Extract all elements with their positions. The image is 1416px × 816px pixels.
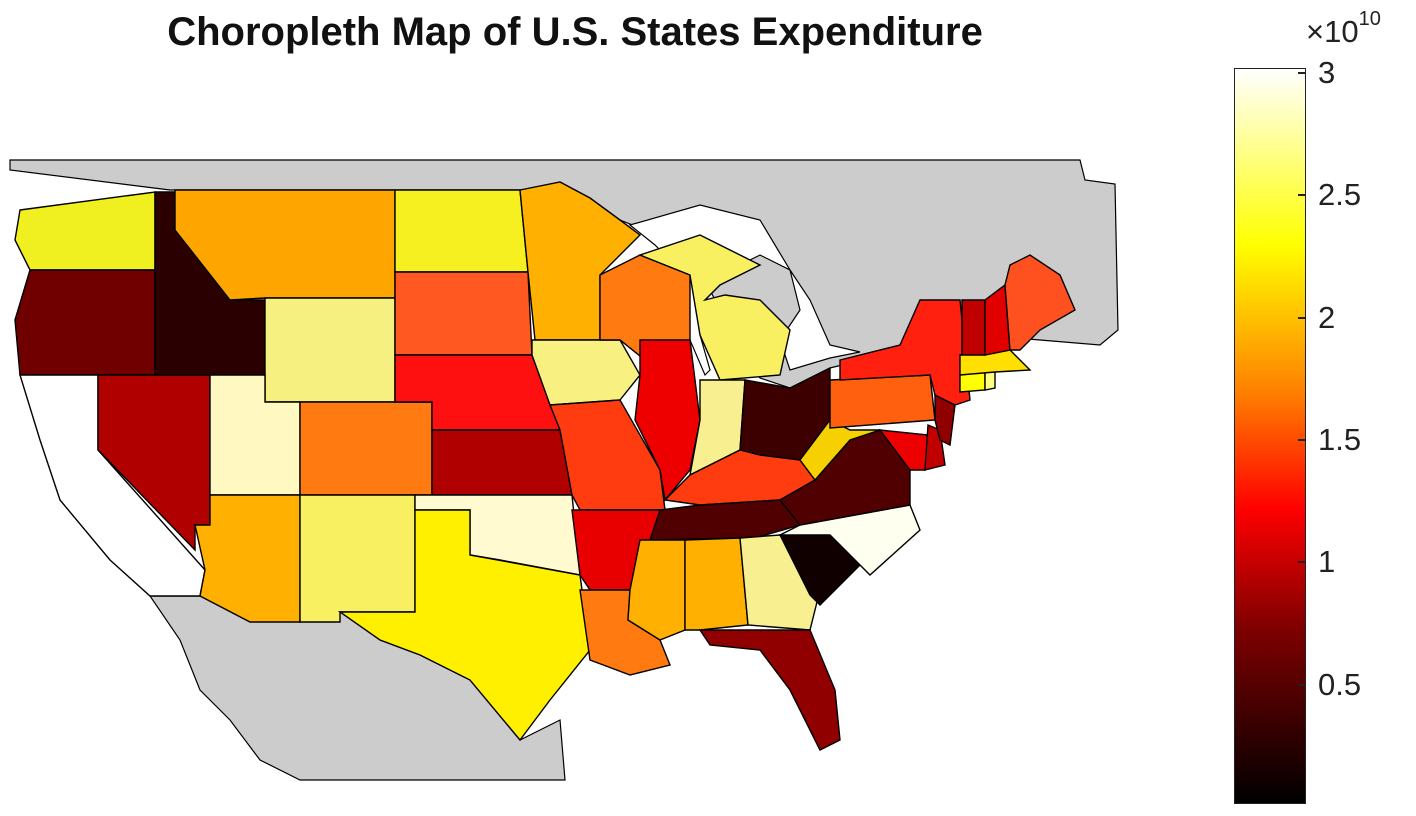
state-mississippi[interactable]: Mississippi (627, 539, 686, 641)
colorbar-tick-label: 0.5 (1318, 666, 1362, 702)
state-colorado[interactable]: Colorado (299, 401, 433, 496)
colorbar-tick-label: 2 (1318, 299, 1336, 335)
state-vermont[interactable]: Vermont (961, 299, 986, 356)
state-florida[interactable]: Florida (698, 629, 841, 751)
colorbar-tick (1298, 194, 1306, 197)
state-oregon[interactable]: Oregon (14, 269, 156, 376)
colorbar-tick (1298, 438, 1306, 441)
state-georgia[interactable]: Georgia (739, 534, 821, 631)
state-pennsylvania[interactable]: Pennsylvania (829, 374, 936, 429)
colorbar-gradient (1234, 68, 1306, 804)
colorbar-tick (1298, 561, 1306, 564)
state-minnesota[interactable]: Minnesota (519, 181, 642, 341)
colorbar (1234, 68, 1306, 804)
state-maine[interactable]: Maine (1004, 254, 1076, 351)
colorbar-tick (1298, 316, 1306, 319)
colorbar-tick-label: 2.5 (1318, 177, 1362, 213)
colorbar-tick (1298, 683, 1306, 686)
state-rhode-island[interactable]: Rhode Island (984, 371, 996, 391)
colorbar-tick-label: 3 (1318, 54, 1336, 90)
colorbar-tick (1298, 71, 1306, 74)
state-michigan[interactable]: Michigan (637, 234, 791, 381)
state-new-mexico[interactable]: New Mexico (299, 494, 416, 623)
state-south-dakota[interactable]: South Dakota (394, 271, 533, 356)
state-north-dakota[interactable]: North Dakota (394, 189, 529, 273)
colorbar-exponent: ×1010 (1306, 8, 1381, 49)
state-kansas[interactable]: Kansas (431, 429, 573, 496)
colorbar-tick-label: 1.5 (1318, 421, 1362, 457)
state-new-york[interactable]: New York (839, 299, 971, 406)
map-title: Choropleth Map of U.S. States Expenditur… (167, 10, 983, 54)
state-iowa[interactable]: Iowa (531, 339, 641, 406)
state-washington[interactable]: Washington (14, 191, 156, 271)
state-wyoming[interactable]: Wyoming (264, 297, 396, 403)
us-choropleth-map: Washington Oregon California Idaho Nevad… (9, 159, 1119, 781)
colorbar-tick-label: 1 (1318, 544, 1336, 580)
state-alabama[interactable]: Alabama (684, 537, 749, 631)
